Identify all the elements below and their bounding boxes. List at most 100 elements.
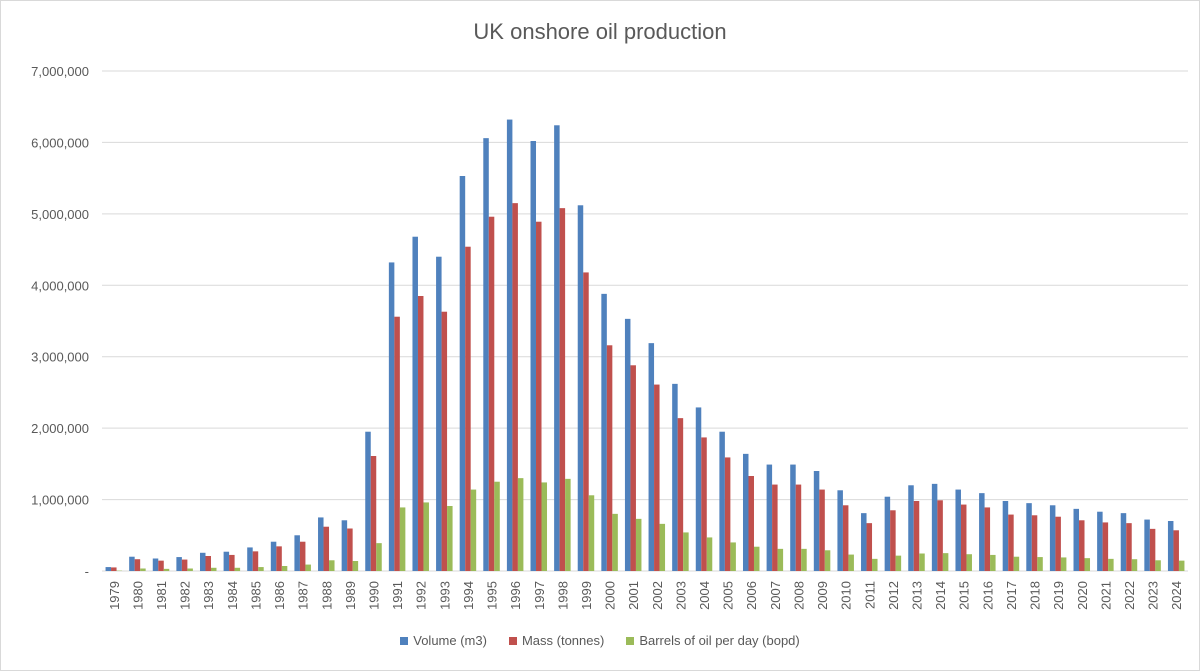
bar-volume	[129, 556, 135, 571]
bar-bopd	[730, 542, 736, 571]
bar-volume	[931, 483, 938, 571]
x-tick-label: 1993	[437, 581, 452, 610]
bar-bopd	[1060, 557, 1067, 571]
bar-bopd	[872, 558, 878, 571]
bar-mass	[252, 551, 259, 571]
bar-mass	[583, 272, 589, 571]
bar-bopd	[659, 523, 666, 571]
x-tick-label: 1989	[343, 581, 358, 610]
bar-bopd	[565, 478, 571, 571]
x-tick-label: 2008	[791, 581, 806, 610]
bar-volume	[837, 490, 843, 571]
bar-mass	[960, 504, 967, 571]
x-tick-label: 2024	[1169, 581, 1184, 610]
bar-bopd	[1178, 560, 1185, 571]
bar-mass	[276, 546, 282, 571]
bar-bopd	[352, 561, 359, 571]
bar-mass	[606, 345, 613, 571]
bar-bopd	[541, 482, 548, 571]
x-tick-label: 1983	[201, 581, 216, 610]
bar-volume	[530, 141, 537, 571]
bar-bopd	[447, 506, 453, 571]
bar-bopd	[753, 546, 760, 571]
bar-mass	[1102, 522, 1109, 571]
bar-volume	[199, 552, 206, 571]
bar-bopd	[187, 568, 193, 571]
bar-mass	[772, 484, 778, 571]
bar-mass	[937, 500, 943, 571]
bar-mass	[512, 203, 518, 571]
bar-volume	[979, 493, 985, 571]
chart-title: UK onshore oil production	[473, 19, 727, 44]
bar-volume	[152, 558, 159, 571]
bar-volume	[790, 464, 796, 571]
bar-bopd	[919, 553, 925, 571]
x-tick-label: 1996	[508, 581, 523, 610]
bar-mass	[181, 559, 188, 571]
bar-volume	[294, 535, 300, 571]
bar-mass	[842, 505, 849, 571]
bar-mass	[1126, 523, 1132, 571]
bar-mass	[394, 316, 400, 571]
bar-bopd	[494, 481, 500, 571]
y-tick-label: 7,000,000	[31, 64, 89, 79]
x-tick-label: 2002	[650, 581, 665, 610]
bar-volume	[1120, 513, 1127, 571]
bar-bopd	[706, 537, 713, 571]
legend-swatch	[400, 636, 409, 645]
bar-mass	[890, 510, 896, 571]
bar-volume	[1073, 508, 1080, 571]
bar-mass	[229, 554, 235, 571]
bar-volume	[365, 431, 371, 571]
bar-mass	[1079, 520, 1085, 571]
bar-volume	[601, 293, 607, 571]
legend-item-mass: Mass (tonnes)	[508, 633, 604, 648]
bar-volume	[672, 383, 678, 571]
bar-bopd	[966, 554, 972, 571]
bar-mass	[536, 221, 542, 571]
bar-bopd	[942, 553, 949, 571]
bar-mass	[724, 457, 731, 571]
bar-bopd	[1084, 558, 1091, 571]
bar-bopd	[376, 543, 382, 571]
bar-mass	[559, 208, 566, 571]
bar-bopd	[210, 567, 217, 571]
legend-item-bopd: Barrels of oil per day (bopd)	[626, 633, 800, 648]
x-tick-label: 1981	[154, 581, 169, 610]
bar-mass	[630, 365, 636, 571]
bar-volume	[624, 318, 631, 571]
bar-bopd	[777, 548, 784, 571]
bar-mass	[748, 476, 754, 571]
x-tick-label: 2000	[603, 581, 618, 610]
x-tick-label: 1998	[555, 581, 570, 610]
x-tick-label: 1990	[367, 581, 382, 610]
bar-bopd	[824, 550, 831, 571]
bar-volume	[388, 262, 395, 571]
bar-volume	[341, 520, 348, 571]
x-tick-label: 1994	[461, 581, 476, 610]
bar-volume	[648, 343, 655, 571]
bar-bopd	[329, 560, 335, 571]
x-tick-label: 2015	[957, 581, 972, 610]
bar-volume	[1026, 503, 1032, 571]
x-tick-label: 2018	[1028, 581, 1043, 610]
x-tick-label: 1979	[107, 581, 122, 610]
bar-mass	[370, 456, 377, 571]
legend-label: Barrels of oil per day (bopd)	[639, 633, 800, 648]
x-tick-label: 1988	[319, 581, 334, 610]
x-tick-label: 2007	[768, 581, 783, 610]
bar-volume	[742, 453, 749, 571]
y-tick-label: 1,000,000	[31, 493, 89, 508]
bar-mass	[913, 501, 920, 571]
x-tick-label: 2011	[862, 581, 877, 609]
bar-bopd	[258, 567, 264, 571]
bar-mass	[795, 484, 802, 571]
bar-bopd	[990, 554, 996, 571]
x-tick-label: 2009	[815, 581, 830, 610]
bar-bopd	[234, 567, 241, 571]
x-tick-label: 1986	[272, 581, 287, 610]
bar-volume	[1144, 519, 1150, 571]
bar-volume	[105, 567, 112, 571]
